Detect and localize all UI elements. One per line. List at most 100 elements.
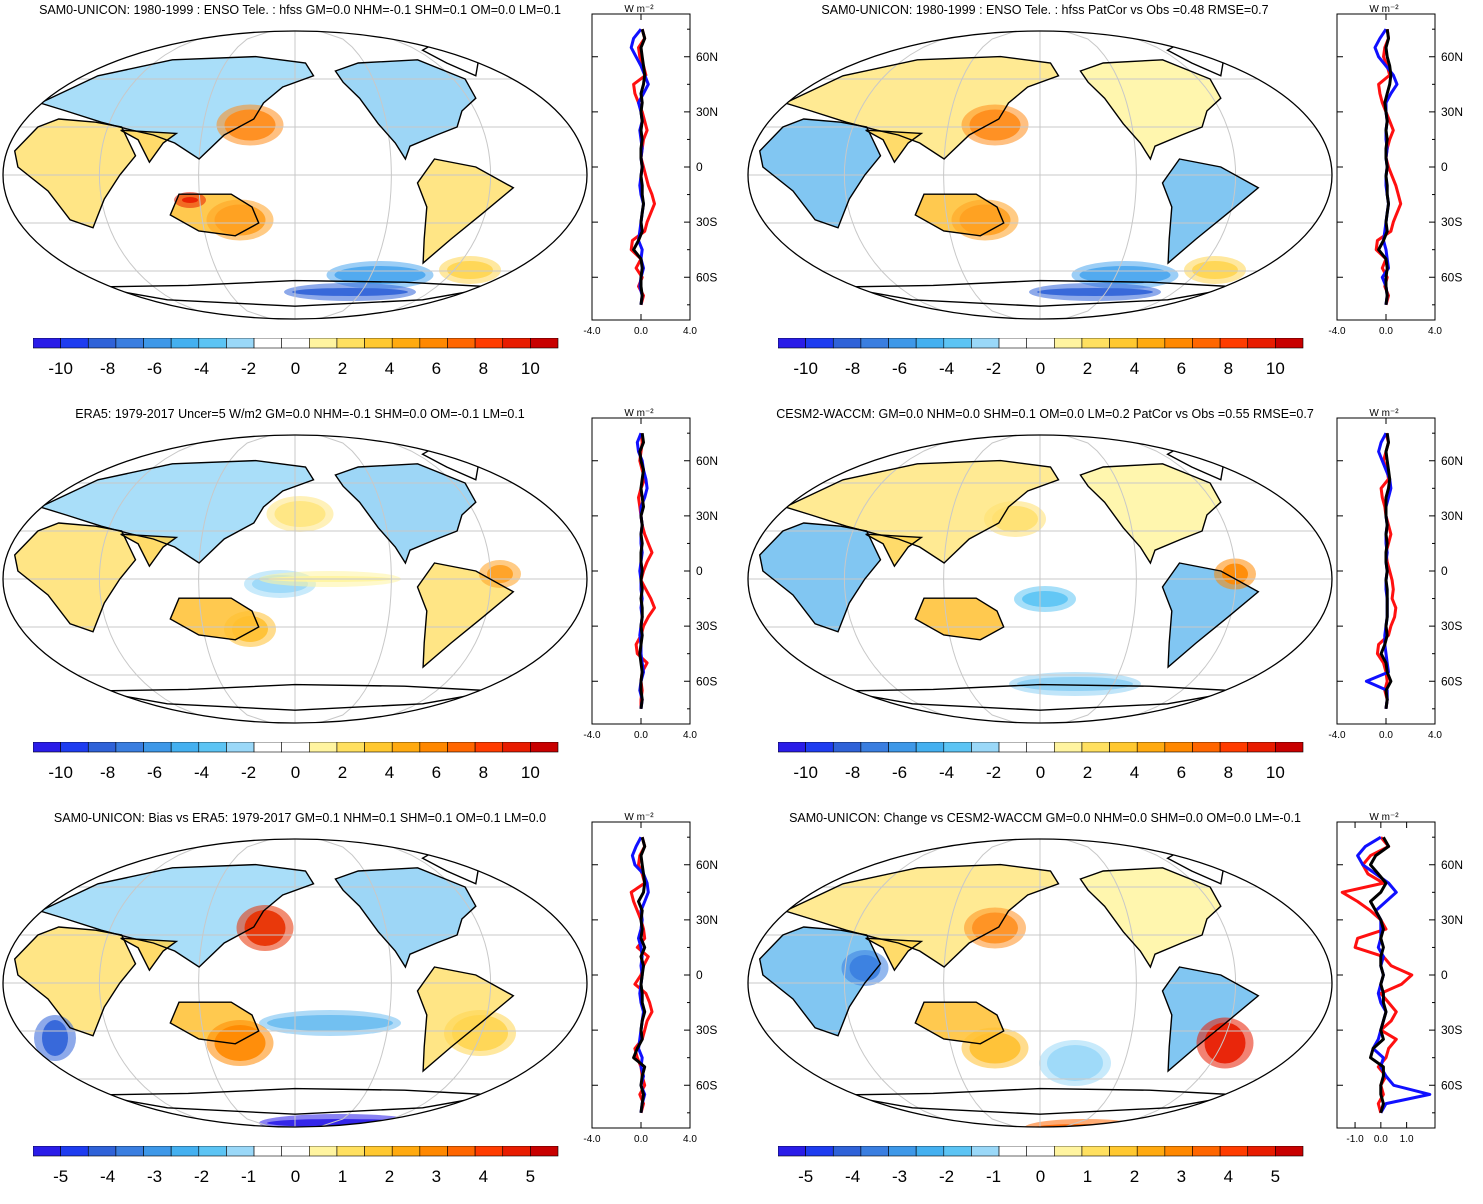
colorbar-swatch (832, 1146, 862, 1157)
colorbar-swatch (309, 338, 338, 349)
meridian-gridline (318, 839, 392, 1127)
panel-title: SAM0-UNICON: 1980-1999 : ENSO Tele. : hf… (39, 3, 561, 17)
colorbar-swatch (915, 1146, 945, 1157)
profile-lat-label: 60N (696, 858, 718, 872)
colorbar-swatch (419, 338, 448, 349)
colorbar-swatch (1219, 1146, 1249, 1157)
colorbar-swatch (805, 1146, 834, 1157)
colorbar-swatch (943, 742, 972, 753)
colorbar-tick-label: 4 (1130, 359, 1139, 378)
continent-shading-southamerica (417, 159, 514, 263)
colorbar-swatch (391, 742, 421, 753)
profile-frame (1336, 821, 1436, 1129)
profile-x-label: -4.0 (583, 730, 601, 741)
colorbar-swatch (1192, 742, 1221, 753)
zonal-mean-profile: 60N 30N 0 30S 60S -4.0 0.0 4.0 W m⁻² (1328, 408, 1463, 741)
profile-lat-label: 30S (1441, 619, 1462, 633)
meridian-gridline (1063, 435, 1137, 723)
colorbar-swatch (226, 1146, 255, 1157)
colorbar-tick-label: 2 (1083, 763, 1092, 782)
colorbar-swatch (502, 742, 531, 753)
profile-lat-label: 60S (1441, 270, 1462, 284)
colorbar-swatch (226, 338, 255, 349)
profile-lat-label: 30S (696, 1023, 717, 1037)
panel-title: SAM0-UNICON: Change vs CESM2-WACCM GM=0.… (789, 811, 1301, 825)
world-map (2, 30, 588, 320)
profile-x-label: 1.0 (1400, 1134, 1414, 1145)
anomaly-patch-core (1017, 677, 1133, 691)
meridian-gridline (318, 435, 392, 723)
colorbar-tick-label: 5 (1271, 1167, 1280, 1186)
world-map (2, 838, 588, 1128)
colorbar-swatch (419, 1146, 448, 1157)
profile-unit-label: W m⁻² (1369, 4, 1399, 15)
profile-unit-label: W m⁻² (624, 408, 654, 419)
continent-shading-northamerica (1080, 463, 1221, 563)
colorbar-swatch (1026, 1146, 1055, 1157)
colorbar-tick-label: -4 (939, 359, 954, 378)
colorbar-swatch (778, 742, 806, 753)
colorbar-swatch (143, 1146, 172, 1157)
colorbar-tick-label: 0 (1036, 1167, 1045, 1186)
profile-lat-label: 60S (1441, 674, 1462, 688)
colorbar-tick-label: 4 (385, 763, 394, 782)
colorbar-swatch (336, 1146, 365, 1157)
anomaly-patch-core (1047, 1045, 1103, 1081)
colorbar-tick-label: 2 (385, 1167, 394, 1186)
colorbar-tick-label: -2 (241, 359, 256, 378)
continent-shading-eurasia (785, 460, 1059, 563)
colorbar-tick-label: 6 (432, 359, 441, 378)
world-map (2, 434, 588, 724)
profile-x-label: -4.0 (1328, 730, 1346, 741)
profile-lat-label: 0 (1441, 564, 1448, 578)
profile-lat-label: 60N (696, 50, 718, 64)
panel-sam0-enso-patcor: SAM0-UNICON: 1980-1999 : ENSO Tele. : hf… (745, 0, 1483, 396)
colorbar-tick-label: 6 (432, 763, 441, 782)
profile-lat-label: 30N (696, 913, 718, 927)
continent-shading-northamerica (335, 463, 476, 563)
coastline-india (120, 533, 179, 568)
colorbar-swatch (1164, 742, 1193, 753)
colorbar-swatch (1219, 338, 1249, 349)
map-border (747, 30, 1333, 320)
colorbar-swatch (1164, 1146, 1193, 1157)
meridian-gridline (198, 31, 272, 319)
colorbar-swatch (530, 1146, 559, 1157)
colorbar-tick-label: -10 (48, 763, 73, 782)
coastline-southamerica (1161, 158, 1260, 265)
coastline-northamerica (1079, 463, 1222, 565)
anomaly-patch-core (1037, 288, 1153, 296)
coastline-eurasia (38, 459, 315, 564)
colorbar-tick-label: 3 (432, 1167, 441, 1186)
anomaly-patch-core (244, 910, 286, 946)
colorbar: -10 -8 -6 -4 -2 0 2 4 6 8 10 (33, 338, 559, 378)
profile-x-label: 0.0 (1374, 1134, 1388, 1145)
profile-lat-label: 0 (696, 160, 703, 174)
colorbar-tick-label: -1 (241, 1167, 256, 1186)
colorbar-tick-label: -3 (892, 1167, 907, 1186)
coastline-india (120, 129, 179, 164)
colorbar-swatch (1109, 742, 1138, 753)
colorbar-swatch (805, 338, 834, 349)
panel-cesm2: CESM2-WACCM: GM=0.0 NHM=0.0 SHM=0.1 OM=0… (745, 404, 1483, 800)
colorbar-tick-label: 4 (385, 359, 394, 378)
profile-lat-label: 30N (1441, 105, 1463, 119)
continent-shading-africa (759, 119, 881, 228)
anomaly-patch-core (232, 616, 268, 642)
colorbar-swatch (60, 1146, 89, 1157)
colorbar-swatch (1275, 338, 1304, 349)
continent-shading-africa (14, 927, 136, 1036)
colorbar-tick-label: -1 (986, 1167, 1001, 1186)
colorbar-swatch (998, 742, 1027, 753)
profile-lat-label: 60N (1441, 50, 1463, 64)
coastline-southamerica (1161, 562, 1260, 669)
coastline-australia (914, 1001, 1005, 1045)
colorbar-swatch (33, 742, 61, 753)
colorbar-swatch (1247, 338, 1276, 349)
colorbar-tick-label: 2 (1130, 1167, 1139, 1186)
colorbar-swatch (1247, 1146, 1276, 1157)
profile-lat-label: 30N (1441, 509, 1463, 523)
colorbar-swatch (971, 338, 1000, 349)
profile-lat-label: 0 (1441, 968, 1448, 982)
meridian-gridline (1063, 31, 1137, 319)
